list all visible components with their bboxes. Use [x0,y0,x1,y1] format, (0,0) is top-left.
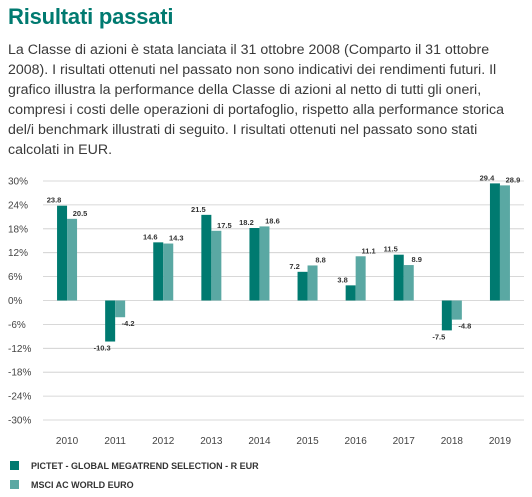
bar-series2 [307,265,318,301]
data-label-series2: 28.9 [506,175,521,184]
legend-label-series2: MSCI AC WORLD EURO [31,480,134,490]
y-tick-label: 12% [8,248,28,259]
y-tick-label: 18% [8,224,28,235]
bar-series2 [403,265,414,301]
data-label-series2: 20.5 [73,209,88,218]
x-tick-label: 2013 [200,436,223,447]
y-tick-label: -6% [8,320,26,331]
bar-series2 [451,300,462,320]
bar-series1 [297,271,308,301]
y-tick-label: 24% [8,200,28,211]
data-label-series2: -4.2 [122,319,135,328]
legend-swatch-series1 [10,461,19,471]
x-tick-label: 2017 [393,436,416,447]
bar-series2 [67,218,78,301]
y-tick-label: 30% [8,177,28,188]
legend-label-series1: PICTET - GLOBAL MEGATREND SELECTION - R … [31,461,259,471]
bar-series2 [499,185,510,301]
data-label-series2: 18.6 [265,216,280,225]
data-label-series2: 17.5 [217,221,232,230]
bar-series2 [163,243,174,301]
y-tick-label: 0% [8,296,23,307]
y-tick-label: 6% [8,272,23,283]
bar-series1 [249,228,260,301]
data-label-series1: 23.8 [47,196,62,205]
bar-series1 [153,242,164,301]
x-tick-label: 2011 [104,436,126,447]
intro-paragraph: La Classe di azioni è stata lanciata il … [8,42,505,158]
x-tick-label: 2010 [56,436,79,447]
y-tick-label: -12% [8,344,31,355]
data-label-series1: -7.5 [432,332,445,341]
legend-item-series2: MSCI AC WORLD EURO [10,480,134,490]
y-tick-label: -18% [8,368,31,379]
page-title: Risultati passati [8,4,174,29]
bar-series1 [105,300,116,342]
x-tick-label: 2019 [489,436,512,447]
data-label-series1: 18.2 [239,218,254,227]
data-label-series1: 7.2 [289,262,299,271]
bar-series2 [355,256,366,301]
data-label-series2: 14.3 [169,234,184,243]
data-label-series2: 8.8 [315,255,325,264]
data-label-series2: -4.8 [458,322,471,331]
performance-bar-chart: 30% 24% 18% 12% 6% 0% -6% -12% -18% -24% -30% 23.8 2… [8,173,524,447]
x-tick-label: 2012 [152,436,175,447]
bar-series1 [441,300,452,331]
bar-series1 [489,183,500,301]
bar-series2 [259,226,270,301]
y-tick-label: -24% [8,392,31,403]
bar-series1 [201,214,212,301]
data-label-series2: 11.1 [362,246,376,255]
data-label-series1: 3.8 [337,275,347,284]
x-tick-label: 2015 [296,436,319,447]
bar-series1 [57,205,68,301]
data-label-series2: 8.9 [412,255,422,264]
bar-series2 [211,230,222,301]
data-label-series1: 14.6 [143,232,158,241]
bar-series2 [115,300,126,318]
data-label-series1: 29.4 [480,173,495,182]
legend-swatch-series2 [10,480,19,490]
data-label-series1: 11.5 [384,245,398,254]
y-tick-label: -30% [8,416,31,427]
x-tick-label: 2014 [248,436,271,447]
data-label-series1: -10.3 [94,344,111,353]
legend-item-series1: PICTET - GLOBAL MEGATREND SELECTION - R … [10,461,259,471]
bar-series1 [345,285,356,301]
x-tick-label: 2018 [441,436,464,447]
bar-series1 [393,254,404,301]
data-label-series1: 21.5 [191,205,206,214]
x-tick-label: 2016 [345,436,368,447]
